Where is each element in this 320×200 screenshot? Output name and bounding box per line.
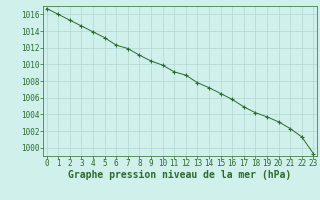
X-axis label: Graphe pression niveau de la mer (hPa): Graphe pression niveau de la mer (hPa): [68, 170, 292, 180]
